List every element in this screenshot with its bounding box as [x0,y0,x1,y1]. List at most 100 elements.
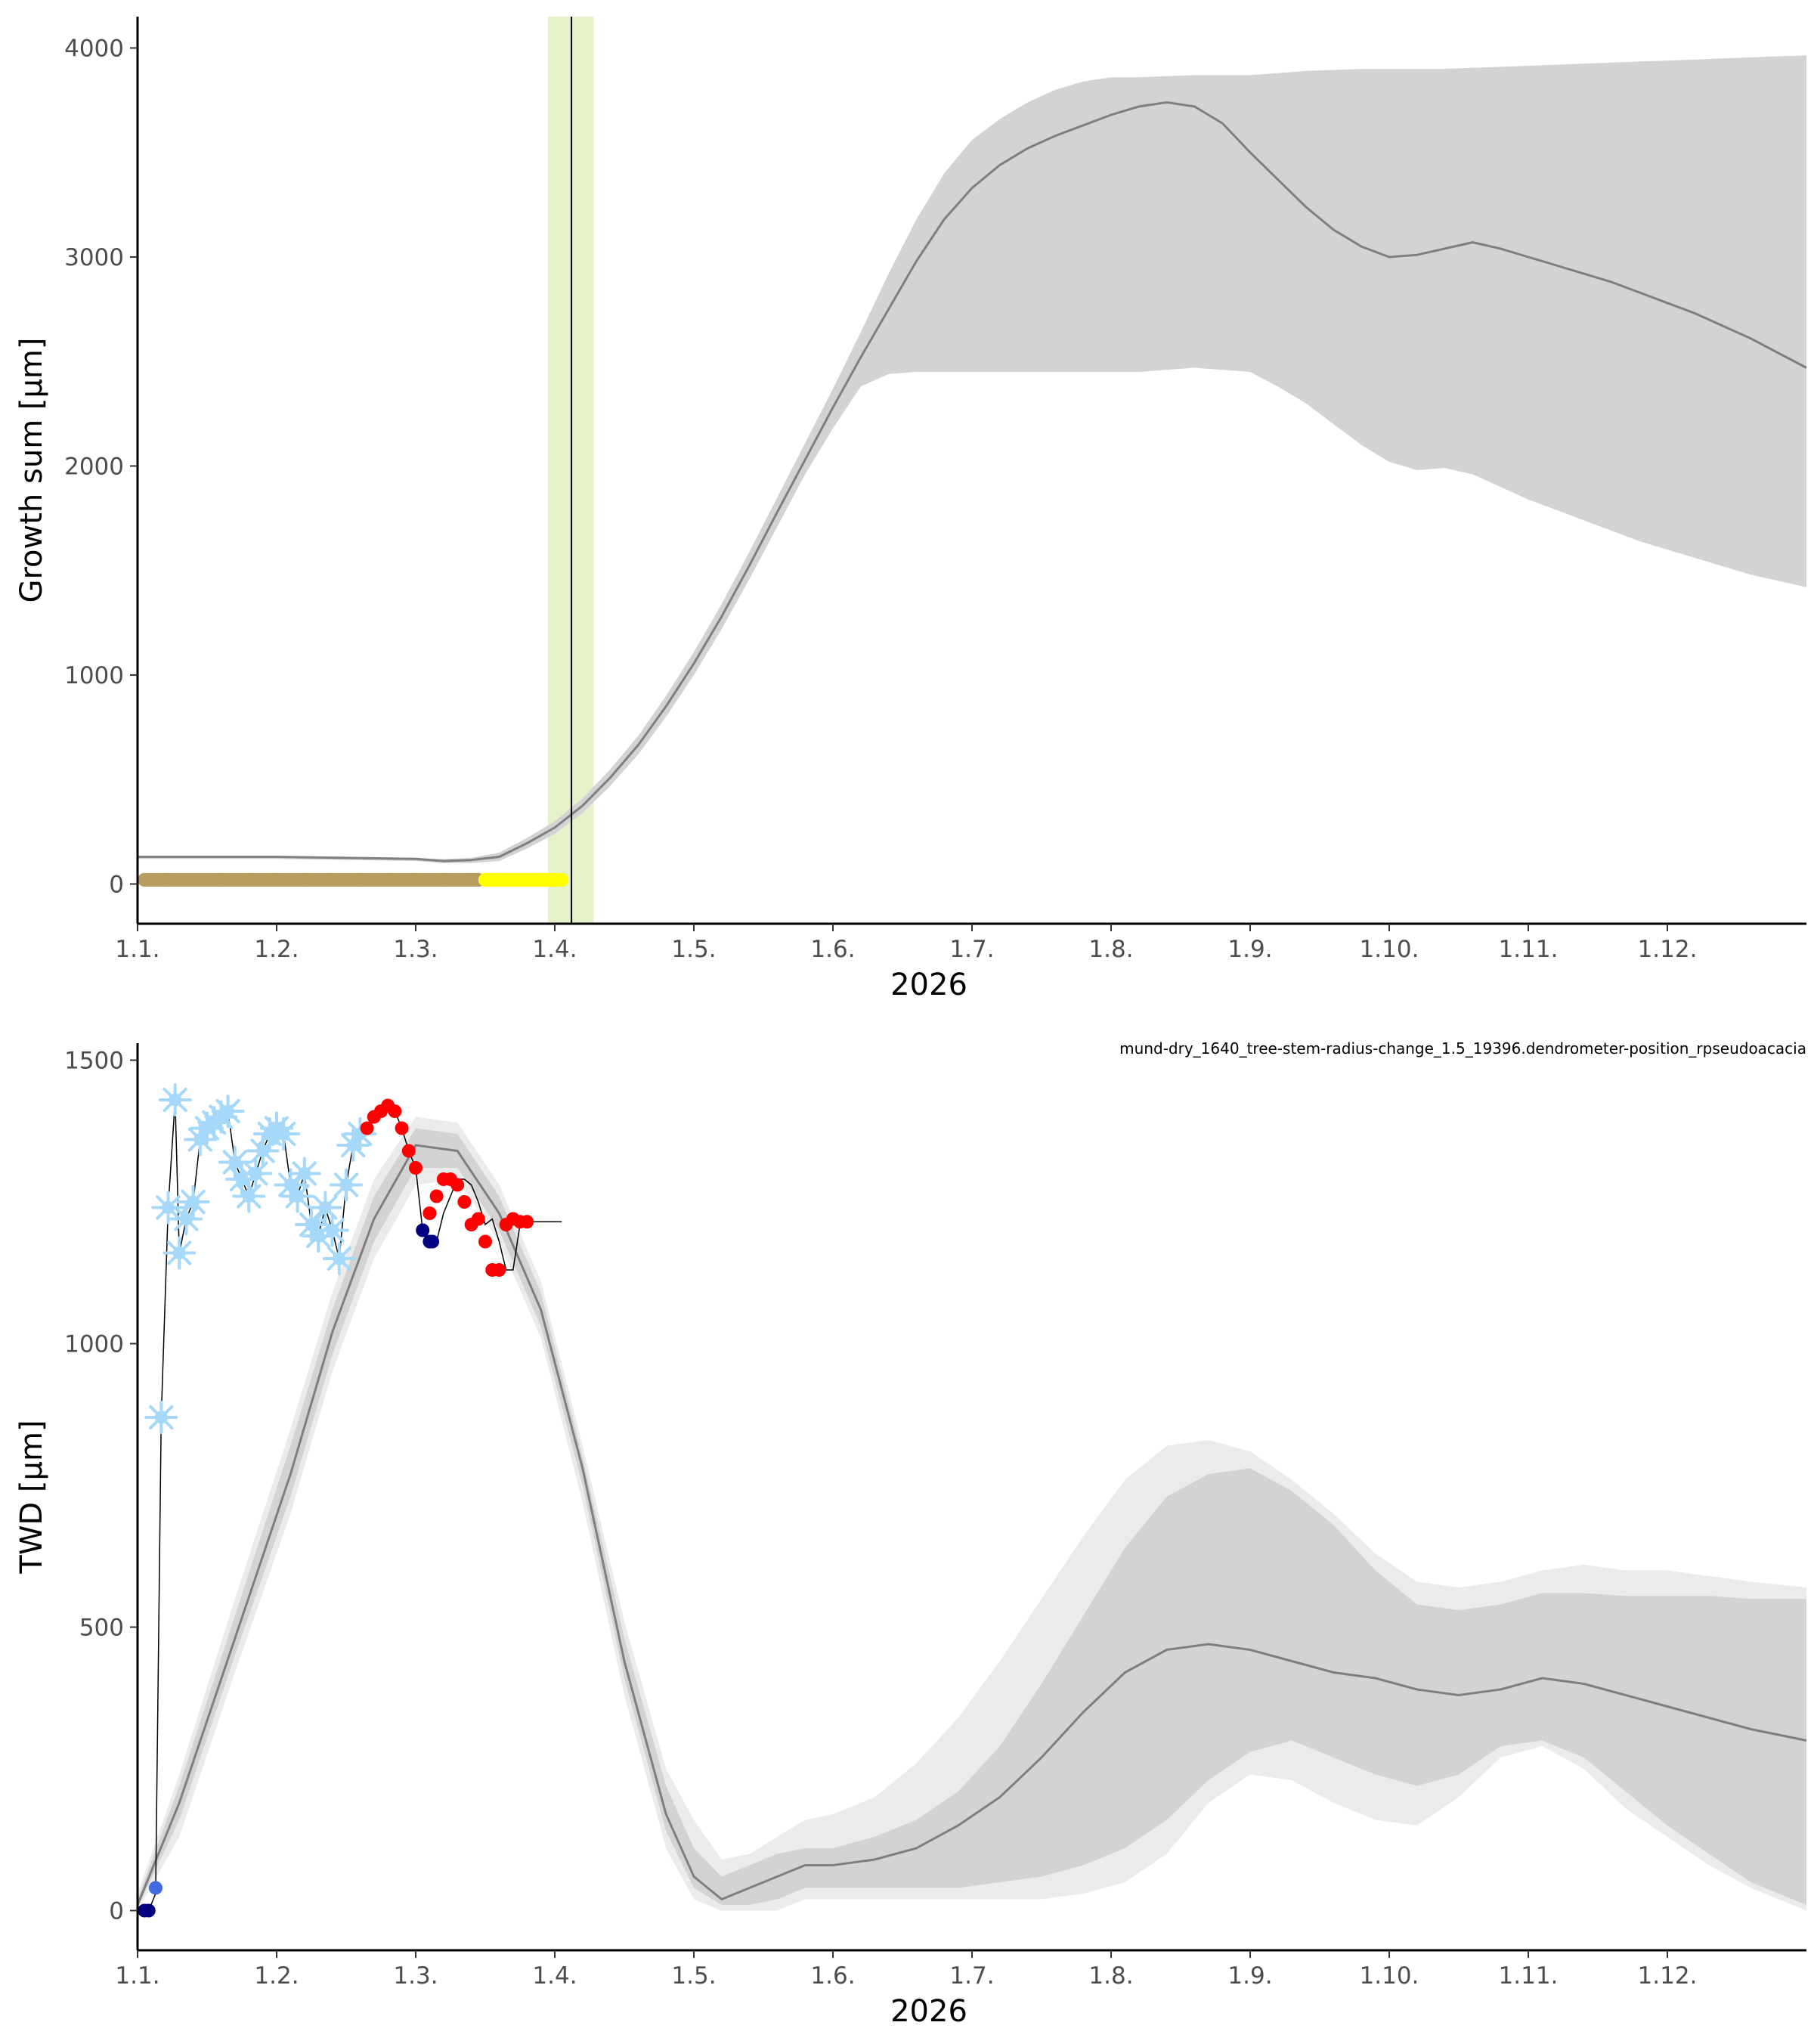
snow-core [298,1167,311,1180]
observed-recent-point [555,872,569,887]
observed-dormant-point [297,872,311,887]
x-tick-label: 1.5. [671,1962,716,1990]
snow-stroke [292,1161,317,1186]
snow-core [169,1093,182,1107]
snow-marker [267,1117,301,1151]
x-tick-label: 1.2. [254,936,299,963]
x-tick-label: 1.12. [1638,936,1698,963]
twd-red-point [492,1263,506,1277]
snow-marker [315,1213,349,1247]
x-tick-label: 1.4. [532,1962,577,1990]
snow-marker [151,1191,185,1225]
x-tick-label: 1.1. [115,936,159,963]
twd-red-point [360,1121,374,1135]
observed-recent-point [534,872,548,887]
y-tick-label: 0 [109,871,124,898]
twd-navy-point [426,1234,440,1249]
snow-stroke [181,1189,206,1215]
x-tick-label: 1.11. [1499,1962,1559,1990]
twd-red-point [395,1121,409,1135]
y-tick-label: 500 [79,1615,124,1642]
snow-core [161,1201,175,1214]
snow-core [172,1247,186,1259]
observed-recent-point [492,872,506,887]
observed-dormant-point [381,872,395,887]
x-axis-title: 2026 [890,968,967,1002]
twd-navy-point [141,1903,156,1918]
growth-median-line [138,101,1807,863]
snow-core [318,1201,332,1214]
x-tick-label: 1.12. [1638,1962,1698,1990]
snow-core [242,1190,255,1203]
twd-red-point [409,1161,423,1175]
y-tick-label: 3000 [64,244,124,271]
snow-core [187,1195,200,1209]
snow-core [333,1252,346,1265]
snow-marker [322,1242,356,1275]
snow-stroke [149,1404,174,1430]
snow-core [154,1411,168,1424]
y-axis-title: TWD [µm] [14,1420,49,1574]
twd-navy-point [416,1223,430,1237]
snow-core [277,1127,290,1141]
twd-red-point [478,1234,492,1249]
twd-red-point [401,1144,416,1158]
snow-core [179,1212,193,1225]
y-tick-label: 0 [109,1898,124,1925]
snow-marker [176,1185,210,1219]
twd-red-point [388,1104,402,1118]
x-tick-label: 1.3. [393,1962,438,1990]
twd-median-line [136,1144,1807,1906]
growth-panel: 0 1000 2000 3000 4000 1.1. 1.2. 1.3. 1.4. 1.5. 1.6… [14,17,1807,1002]
twd-inner-band [138,1128,1806,1908]
snow-stroke [299,1212,324,1237]
snow-stroke [278,1172,303,1197]
x-tick-label: 1.9. [1227,936,1272,963]
y-tick-label: 1000 [64,1331,124,1358]
snow-stroke [215,1098,240,1124]
twd-red-point [520,1215,534,1229]
x-axis-title: 2026 [890,1994,967,2029]
snow-stroke [156,1195,181,1220]
x-tick-label: 1.8. [1088,1962,1133,1990]
twd-red-point [457,1195,472,1209]
x-tick-label: 1.10. [1360,936,1419,963]
series-annotation: mund-dry_1640_tree-stem-radius-change_1.… [1119,1039,1806,1058]
y-tick-label: 1000 [64,662,124,689]
snow-core [256,1144,270,1157]
snow-marker [330,1168,363,1202]
snow-marker [144,1401,178,1434]
x-tick-label: 1.8. [1088,936,1133,963]
x-tick-label: 1.2. [254,1962,299,1990]
observed-dormant-point [186,872,200,887]
snow-marker [211,1095,245,1128]
y-tick-label: 4000 [64,35,124,62]
snow-marker [239,1157,273,1191]
snow-stroke [222,1150,247,1175]
x-tick-label: 1.1. [115,1962,159,1990]
snow-marker [163,1236,197,1270]
snow-core [249,1167,262,1180]
observed-recent-point [478,872,492,887]
x-tick-label: 1.11. [1499,936,1559,963]
twd-red-point [423,1206,437,1220]
snow-stroke [313,1195,338,1220]
x-tick-label: 1.9. [1227,1962,1272,1990]
twd-red-point [471,1212,485,1226]
observed-dormant-point [138,872,152,887]
growth-range-band [138,55,1806,863]
snow-stroke [271,1121,296,1147]
snow-marker [280,1179,314,1213]
twd-red-point [450,1178,465,1192]
observed-recent-point [506,872,520,887]
snow-core [228,1156,242,1169]
observed-dormant-point [409,872,423,887]
observed-dormant-point [242,872,256,887]
x-tick-label: 1.10. [1360,1962,1419,1990]
snow-core [326,1224,339,1237]
snow-marker [246,1134,280,1168]
twd-panel: mund-dry_1640_tree-stem-radius-change_1.… [14,1039,1807,2029]
y-tick-label: 1500 [64,1048,124,1075]
snow-core [291,1190,305,1203]
